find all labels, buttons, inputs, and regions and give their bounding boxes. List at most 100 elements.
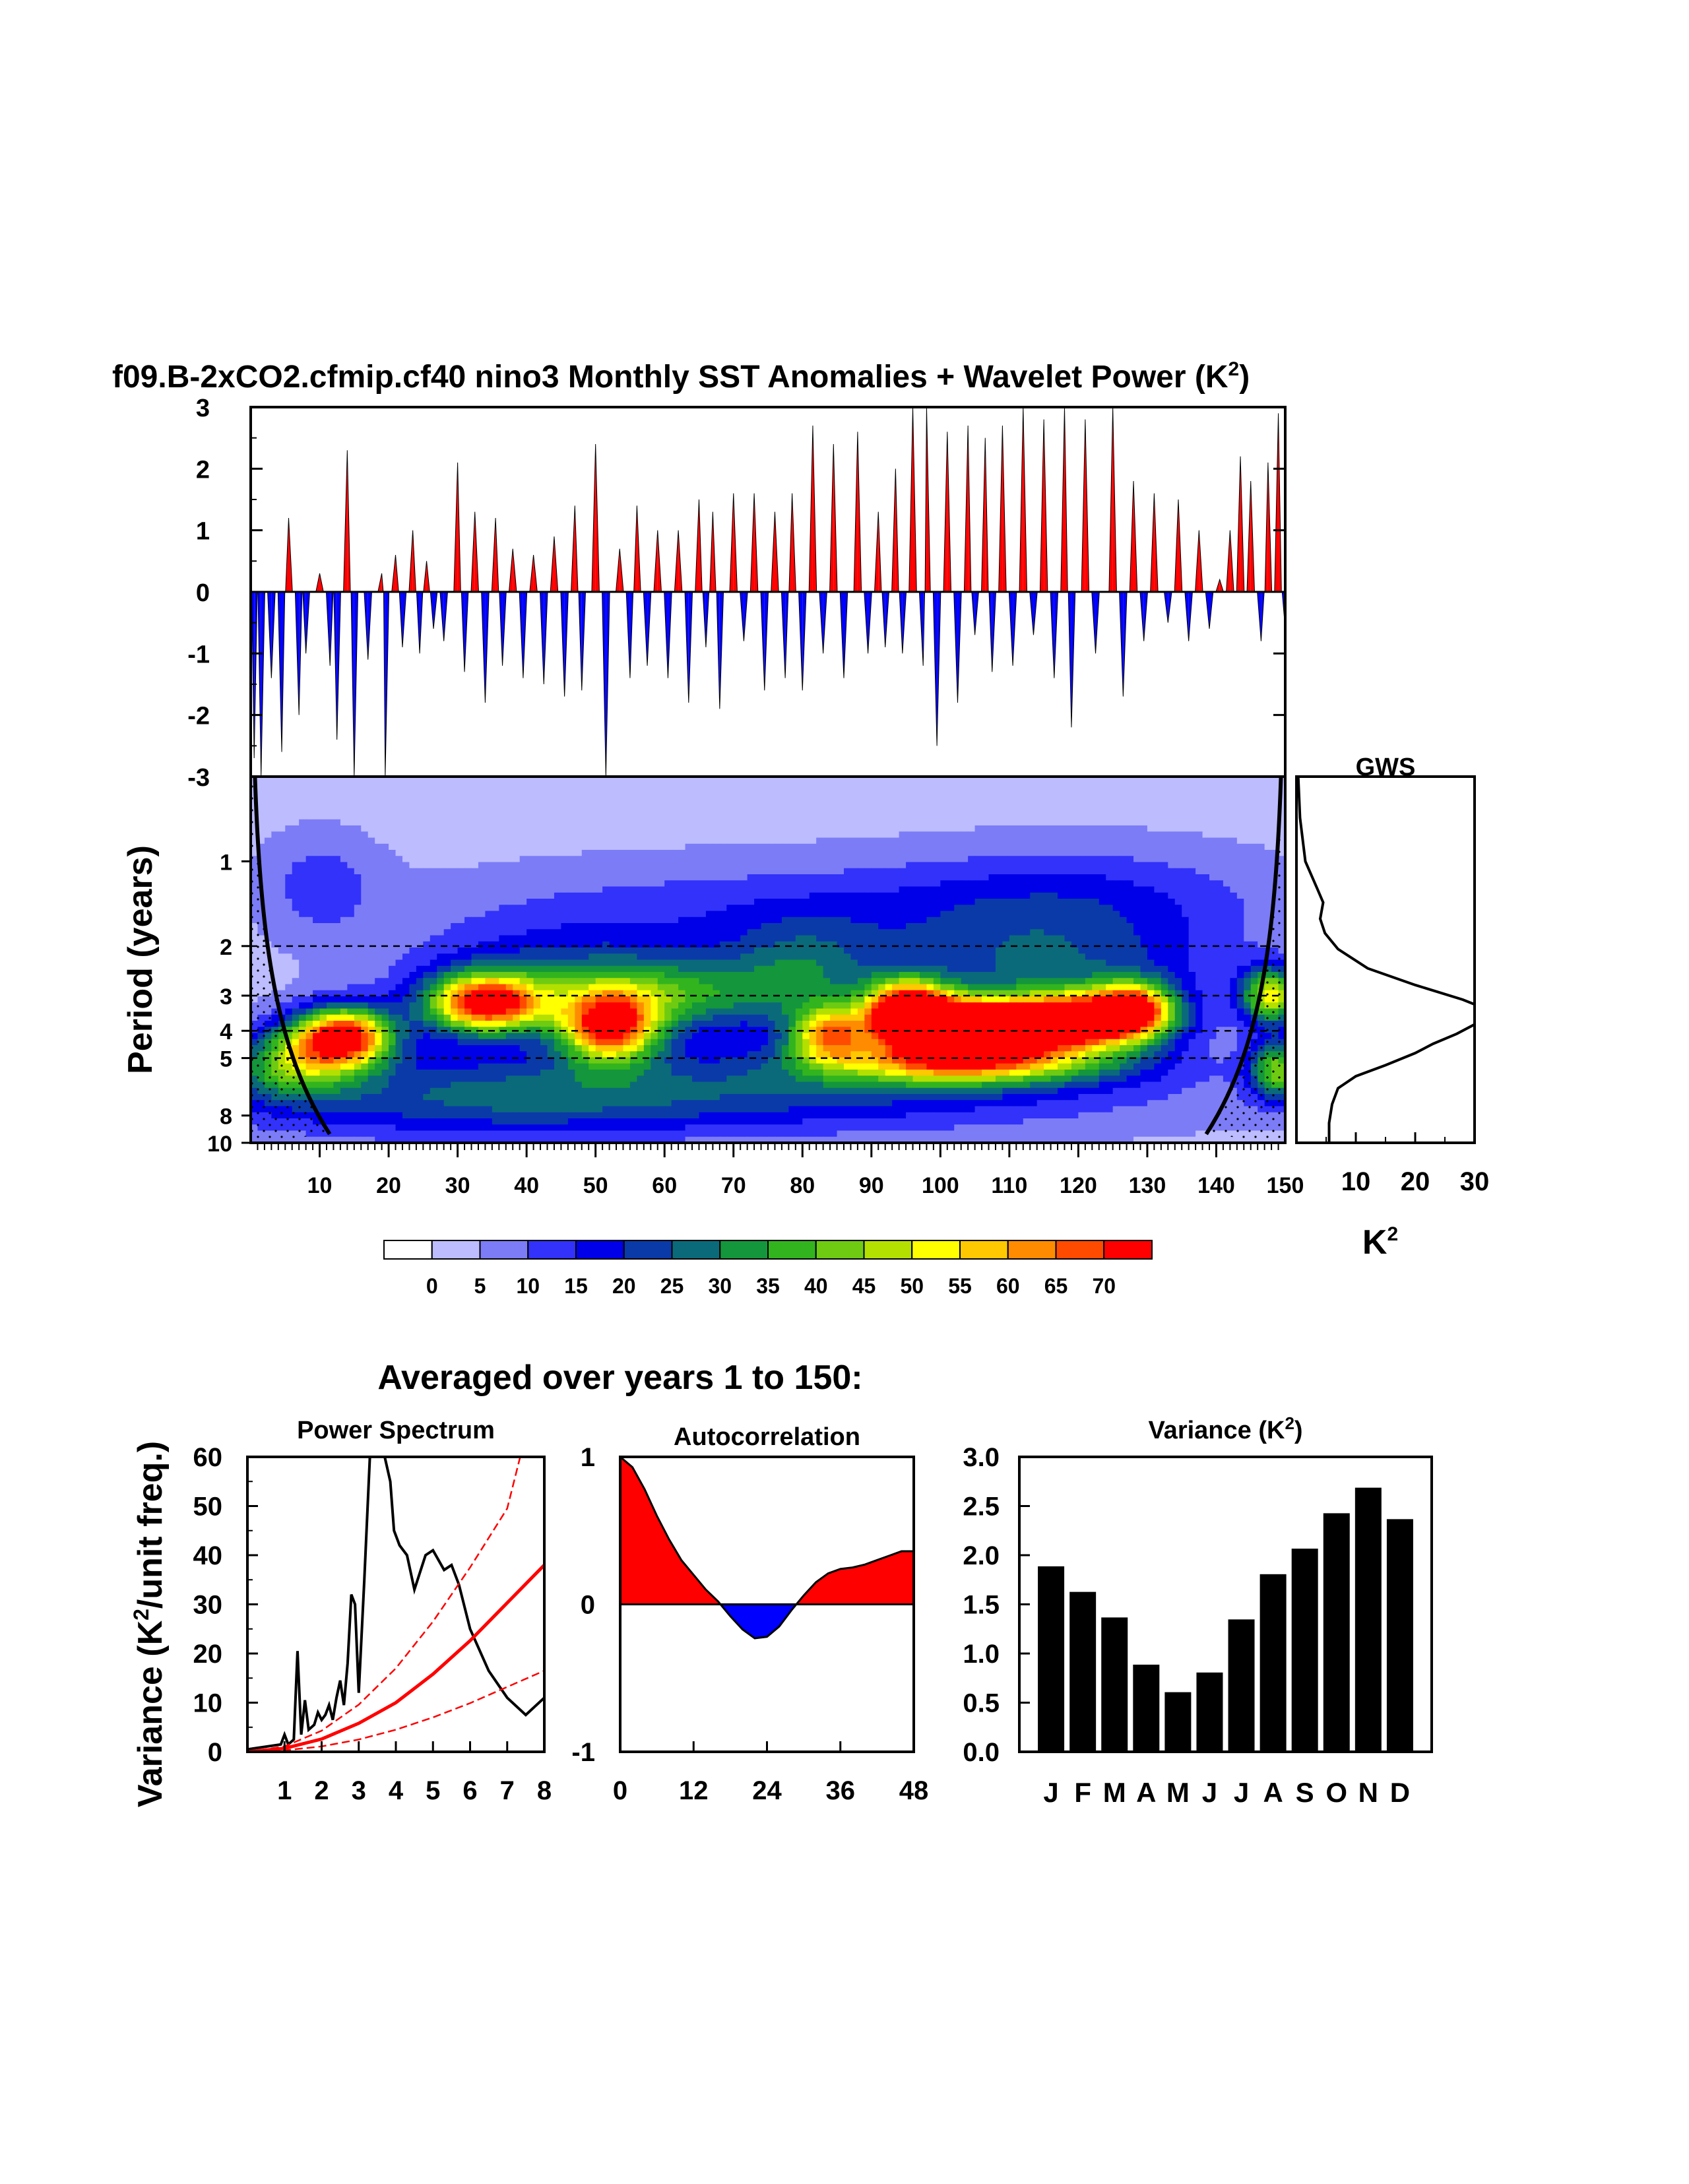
wavelet-cell (285, 856, 293, 863)
wavelet-cell (381, 837, 389, 845)
wavelet-cell (361, 843, 369, 851)
wavelet-cell (754, 825, 762, 832)
wavelet-cell (768, 959, 776, 967)
wavelet-cell (823, 905, 831, 912)
wavelet-cell (1140, 788, 1148, 796)
wavelet-cell (299, 850, 307, 856)
wavelet-cell (795, 886, 803, 893)
wavelet-cell (1216, 947, 1224, 954)
wavelet-cell (513, 935, 521, 942)
wavelet-cell (864, 916, 872, 924)
wavelet-cell (305, 777, 313, 783)
wavelet-cell (375, 868, 383, 875)
wavelet-cell (457, 868, 465, 875)
wavelet-cell (292, 788, 300, 796)
wavelet-cell (423, 825, 431, 832)
wavelet-cell (843, 807, 852, 814)
wavelet-cell (375, 819, 383, 826)
wavelet-cell (651, 850, 658, 856)
wavelet-cell (292, 843, 300, 851)
wavelet-cell (768, 831, 776, 839)
wavelet-cell (492, 843, 499, 851)
wavelet-cell (795, 923, 803, 930)
wavelet-cell (457, 850, 465, 856)
wavelet-cell (795, 801, 803, 808)
wavelet-cell (1058, 911, 1066, 918)
wavelet-cell (843, 783, 852, 790)
wavelet-cell (795, 777, 803, 783)
wavelet-cell (919, 856, 928, 863)
wavelet-cell (326, 868, 335, 875)
wavelet-cell (1036, 813, 1044, 820)
wavelet-cell (974, 843, 982, 851)
wavelet-cell (402, 813, 410, 820)
wavelet-cell (437, 899, 445, 905)
wavelet-cell (575, 874, 583, 881)
wavelet-cell (305, 868, 313, 875)
wavelet-cell (1092, 923, 1100, 930)
wavelet-cell (1050, 843, 1058, 851)
wavelet-cell (1064, 916, 1072, 924)
wavelet-cell (823, 843, 831, 851)
wavelet-cell (857, 892, 865, 899)
wavelet-cell (878, 953, 886, 961)
wavelet-cell (871, 911, 879, 918)
wavelet-cell (1188, 892, 1196, 899)
wavelet-cell (464, 953, 472, 961)
wavelet-cell (699, 856, 707, 863)
wavelet-cell (1209, 911, 1217, 918)
wavelet-cell (1002, 947, 1010, 954)
wavelet-cell (533, 935, 541, 942)
wavelet-cell (995, 850, 1004, 856)
wavelet-cell (651, 831, 658, 839)
wavelet-cell (995, 801, 1004, 808)
wavelet-cell (768, 788, 776, 796)
wavelet-cell (802, 807, 810, 814)
wavelet-cell (1099, 813, 1106, 820)
wavelet-cell (1078, 837, 1086, 845)
wavelet-cell (1009, 843, 1017, 851)
wavelet-cell (464, 783, 472, 790)
wavelet-cell (581, 953, 589, 961)
wavelet-cell (1195, 941, 1203, 948)
wavelet-cell (1174, 886, 1182, 893)
wavelet-cell (651, 813, 658, 820)
wavelet-cell (292, 856, 300, 863)
wavelet-cell (1202, 905, 1210, 912)
wavelet-cell (395, 843, 403, 851)
wavelet-cell (775, 825, 782, 832)
wavelet-cell (589, 886, 596, 893)
wavelet-cell (974, 929, 982, 936)
wavelet-cell (1120, 947, 1128, 954)
wavelet-cell (554, 862, 561, 869)
wavelet-cell (878, 868, 886, 875)
wavelet-cell (926, 953, 934, 961)
wavelet-cell (361, 947, 369, 954)
wavelet-cell (1264, 807, 1272, 814)
wavelet-cell (589, 850, 596, 856)
wavelet-cell (781, 868, 789, 875)
wavelet-cell (1258, 929, 1265, 936)
wavelet-cell (892, 819, 900, 826)
wavelet-cell (1064, 874, 1072, 881)
wavelet-cell (519, 886, 527, 893)
wavelet-cell (871, 843, 879, 851)
wavelet-cell (1050, 892, 1058, 899)
wavelet-cell (567, 794, 575, 802)
wavelet-cell (781, 856, 789, 863)
wavelet-cell (1174, 929, 1182, 936)
wavelet-cell (892, 935, 900, 942)
wavelet-cell (623, 837, 631, 845)
wavelet-cell (547, 929, 555, 936)
wavelet-cell (1258, 788, 1265, 796)
wavelet-cell (1009, 850, 1017, 856)
wavelet-cell (1202, 843, 1210, 851)
wavelet-cell (1106, 819, 1114, 826)
wavelet-cell (657, 850, 665, 856)
wavelet-cell (775, 916, 782, 924)
wavelet-cell (802, 911, 810, 918)
wavelet-cell (526, 911, 534, 918)
wavelet-cell (1250, 831, 1258, 839)
wavelet-cell (713, 801, 720, 808)
wavelet-cell (912, 794, 920, 802)
